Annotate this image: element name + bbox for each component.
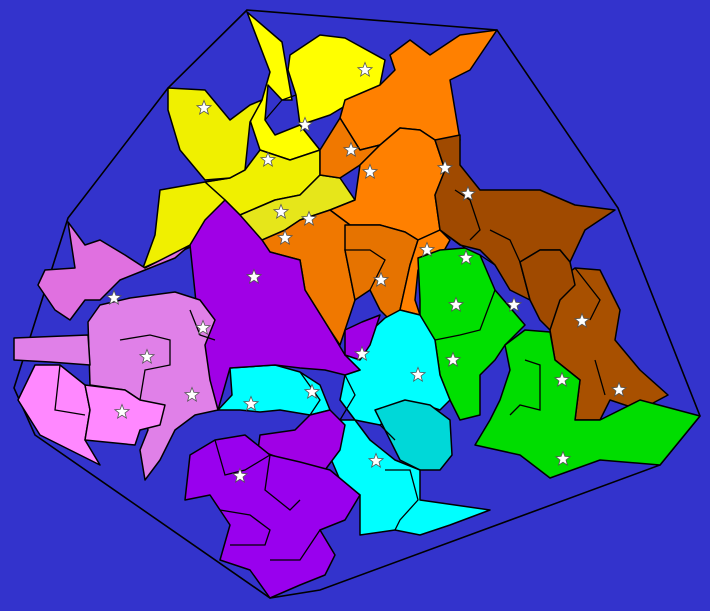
star-marker [138, 348, 156, 365]
star-marker [457, 249, 475, 266]
pink-piece-left[interactable] [17, 364, 101, 466]
purple-piece-big[interactable] [189, 199, 361, 411]
star-marker [195, 99, 213, 116]
board-outline [13, 9, 701, 599]
purple-piece-mid[interactable] [344, 314, 381, 361]
star-marker [105, 289, 123, 306]
star-marker [113, 403, 131, 420]
star-marker [418, 241, 436, 258]
star-marker [554, 450, 572, 467]
star-marker [447, 296, 465, 313]
star-marker [194, 319, 212, 336]
star-marker [361, 163, 379, 180]
star-marker [245, 268, 263, 285]
star-marker [231, 467, 249, 484]
pink-piece-top[interactable] [37, 221, 191, 321]
brown-piece-lower[interactable] [519, 249, 576, 331]
star-marker [353, 345, 371, 362]
star-marker [272, 203, 290, 220]
green-piece-right[interactable] [474, 329, 701, 479]
star-marker [610, 381, 628, 398]
star-marker [356, 61, 374, 78]
star-marker [409, 366, 427, 383]
star-marker [303, 383, 321, 400]
cyan-piece-bottom[interactable] [324, 419, 491, 536]
star-marker [436, 159, 454, 176]
star-marker [553, 371, 571, 388]
star-marker [259, 151, 277, 168]
pink-piece-left-top[interactable] [13, 334, 91, 366]
cyan-piece-dark[interactable] [374, 399, 453, 471]
star-marker [459, 185, 477, 202]
star-marker [573, 312, 591, 329]
star-marker [300, 210, 318, 227]
yellow-piece-left[interactable] [167, 87, 263, 181]
star-marker [372, 271, 390, 288]
piece-seams [54, 94, 606, 561]
star-marker [444, 351, 462, 368]
star-marker [183, 386, 201, 403]
star-markers [105, 61, 628, 484]
star-marker [505, 296, 523, 313]
star-marker [276, 229, 294, 246]
star-marker [342, 141, 360, 158]
purple-piece-bottom[interactable] [184, 434, 361, 599]
star-marker [242, 395, 260, 412]
star-marker [296, 116, 314, 133]
star-marker [367, 452, 385, 469]
